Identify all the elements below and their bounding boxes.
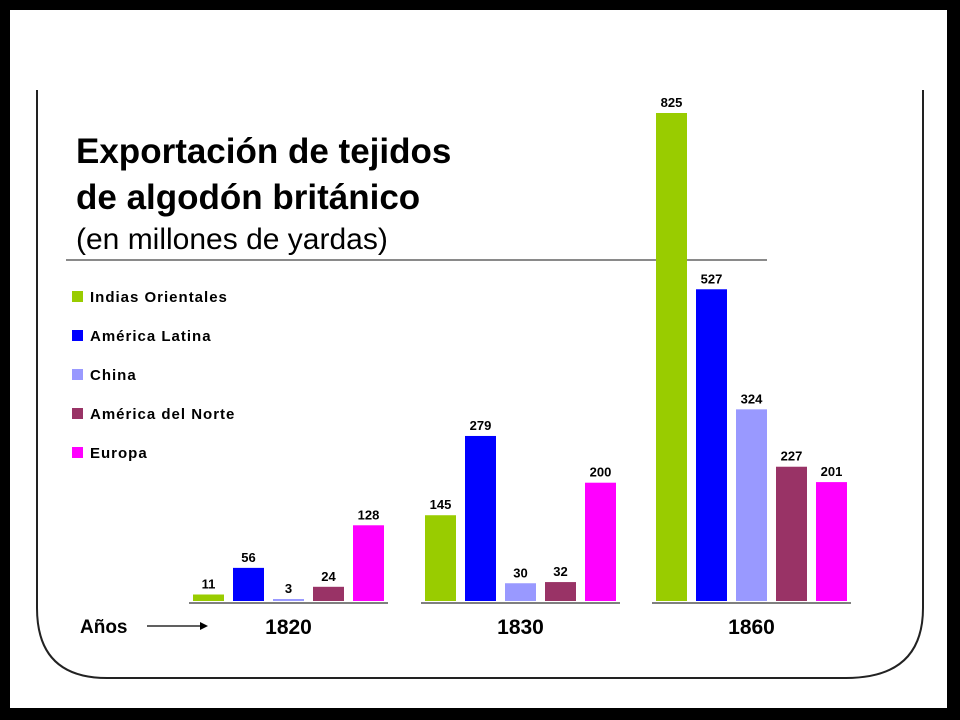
bar bbox=[656, 113, 687, 601]
bar bbox=[505, 583, 536, 601]
x-tick-label: 1820 bbox=[265, 616, 312, 639]
title-line-1: Exportación de tejidos bbox=[76, 132, 451, 171]
axis-arrow-head-icon bbox=[200, 622, 208, 630]
bar-value-label: 279 bbox=[470, 418, 492, 433]
chart-title: Exportación de tejidos de algodón britán… bbox=[76, 132, 451, 256]
chart-subtitle: (en millones de yardas) bbox=[76, 223, 388, 256]
bar-value-label: 3 bbox=[285, 581, 292, 596]
bar-value-label: 32 bbox=[553, 564, 567, 579]
legend-swatch bbox=[72, 408, 83, 419]
bar-value-label: 30 bbox=[513, 565, 527, 580]
legend-swatch bbox=[72, 369, 83, 380]
legend-swatch bbox=[72, 330, 83, 341]
x-tick-label: 1860 bbox=[728, 616, 775, 639]
legend-swatch bbox=[72, 447, 83, 458]
bar bbox=[585, 482, 616, 601]
bar-value-label: 227 bbox=[781, 449, 803, 464]
bar bbox=[545, 582, 576, 601]
bar-value-label: 200 bbox=[590, 465, 612, 480]
bar bbox=[353, 525, 384, 601]
legend-swatch bbox=[72, 291, 83, 302]
bar-value-label: 825 bbox=[661, 95, 683, 110]
bar bbox=[465, 435, 496, 601]
bar-value-label: 201 bbox=[821, 464, 843, 479]
legend-label: Indias Orientales bbox=[90, 289, 228, 306]
bar bbox=[313, 586, 344, 601]
x-tick-label: 1830 bbox=[497, 616, 544, 639]
bar-value-label: 145 bbox=[430, 497, 452, 512]
bar-value-label: 324 bbox=[741, 391, 763, 406]
bar-value-label: 11 bbox=[202, 576, 216, 591]
slide: Exportación de tejidos de algodón britán… bbox=[10, 10, 947, 708]
legend-label: Europa bbox=[90, 445, 148, 462]
x-axis: Años bbox=[80, 617, 208, 638]
legend-label: China bbox=[90, 367, 137, 384]
bar bbox=[233, 567, 264, 601]
title-line-2: de algodón británico bbox=[76, 178, 420, 217]
bar bbox=[776, 466, 807, 601]
legend-label: América del Norte bbox=[90, 406, 235, 423]
bar-value-label: 527 bbox=[701, 271, 723, 286]
bar-value-label: 56 bbox=[241, 550, 255, 565]
slide-frame bbox=[36, 90, 924, 679]
bar-value-label: 24 bbox=[321, 569, 336, 584]
legend-label: América Latina bbox=[90, 328, 212, 345]
bar bbox=[193, 594, 224, 601]
bar bbox=[696, 289, 727, 601]
x-axis-title: Años bbox=[80, 617, 128, 638]
bar bbox=[736, 409, 767, 601]
legend: Indias Orientales América Latina China Amér… bbox=[72, 289, 235, 462]
bar bbox=[273, 599, 304, 601]
bar bbox=[425, 515, 456, 601]
bar-chart: Exportación de tejidos de algodón britán… bbox=[36, 90, 924, 679]
bar bbox=[816, 482, 847, 601]
bar-value-label: 128 bbox=[358, 507, 380, 522]
